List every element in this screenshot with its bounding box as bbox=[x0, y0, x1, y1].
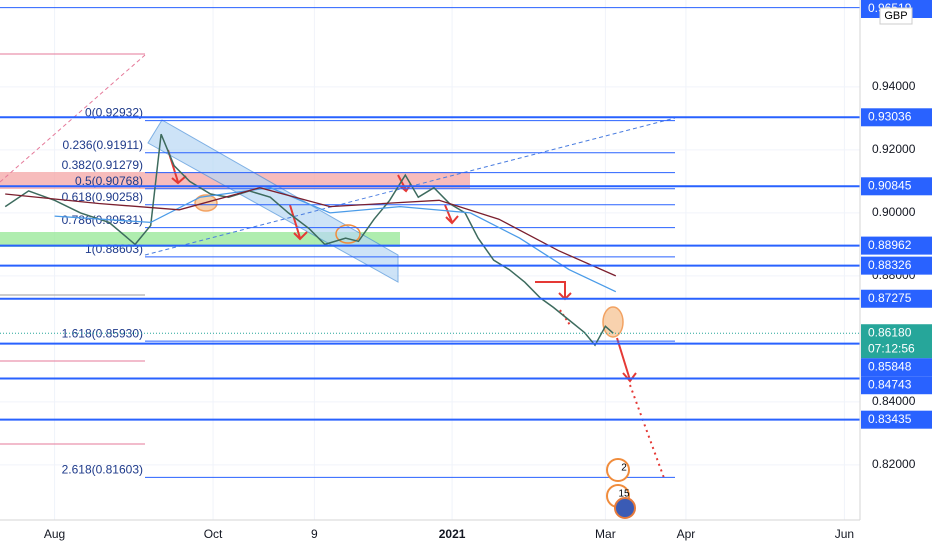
fib-label: 2.618(0.81603) bbox=[62, 463, 143, 477]
price-label: 0.88326 bbox=[868, 258, 912, 272]
x-tick-label: Mar bbox=[595, 527, 616, 541]
price-label: 0.84743 bbox=[868, 377, 912, 391]
price-label: 0.87275 bbox=[868, 291, 912, 305]
badge: 2 bbox=[621, 463, 627, 474]
arrows bbox=[167, 149, 665, 479]
price-label: 0.90845 bbox=[868, 178, 912, 192]
price-label: 0.83435 bbox=[868, 412, 912, 426]
fib-label: 0.236(0.91911) bbox=[62, 138, 143, 152]
price-label: 0.85848 bbox=[868, 359, 912, 373]
countdown: 07:12:56 bbox=[868, 341, 915, 355]
current-price-tag bbox=[861, 324, 932, 359]
y-tick-label: 0.94000 bbox=[872, 79, 916, 93]
price-tag bbox=[861, 256, 932, 275]
price-line bbox=[5, 187, 617, 277]
fib-label: 0.5(0.90768) bbox=[75, 174, 143, 188]
fib-label: 0.618(0.90258) bbox=[62, 190, 143, 204]
plot: 0(0.92932) 0.236(0.91911) 0.382(0.91279) 0.… bbox=[0, 7, 860, 478]
price-label: 0.88962 bbox=[868, 238, 912, 252]
price-label: 0.93036 bbox=[868, 109, 912, 123]
price-tag bbox=[861, 376, 932, 395]
x-tick-label: 2021 bbox=[439, 527, 466, 541]
price-tag bbox=[861, 358, 932, 377]
event-icons bbox=[606, 458, 636, 519]
x-tick-label: Aug bbox=[44, 527, 65, 541]
price-tag bbox=[861, 236, 932, 255]
price-tag bbox=[861, 289, 932, 308]
price-tag bbox=[861, 108, 932, 127]
y-tick-label: 0.82000 bbox=[872, 457, 916, 471]
y-tick-label: 0.90000 bbox=[872, 205, 916, 219]
fib-label: 0.382(0.91279) bbox=[62, 158, 143, 172]
price-tag bbox=[861, 177, 932, 196]
fib-label: 0(0.92932) bbox=[85, 106, 143, 120]
x-tick-label: Apr bbox=[677, 527, 696, 541]
y-tick-label: 0.92000 bbox=[872, 142, 916, 156]
currency-box bbox=[879, 7, 913, 25]
x-tick-label: 9 bbox=[311, 527, 318, 541]
badge: 15 bbox=[618, 489, 630, 500]
x-tick-label: Jun bbox=[835, 527, 854, 541]
x-tick-label: Oct bbox=[204, 527, 223, 541]
y-tick-label: 0.84000 bbox=[872, 394, 916, 408]
current-price-label: 0.86180 bbox=[868, 325, 912, 339]
currency: GBP bbox=[884, 10, 907, 22]
axis: 0.940000.920000.900000.880000.840000.820… bbox=[44, 0, 932, 541]
price-tag bbox=[861, 410, 932, 429]
grid bbox=[0, 0, 860, 520]
